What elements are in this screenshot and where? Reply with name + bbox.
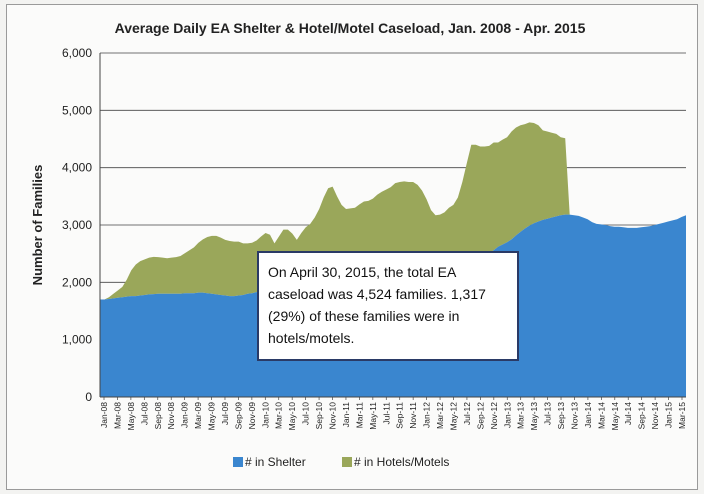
x-tick-label: Sep-14 bbox=[637, 402, 647, 430]
x-tick-label: May-10 bbox=[287, 402, 297, 431]
x-tick-label: May-14 bbox=[610, 402, 620, 431]
x-tick-label: Mar-10 bbox=[274, 402, 284, 429]
legend-swatch bbox=[342, 457, 352, 467]
x-tick-label: Sep-12 bbox=[475, 402, 485, 430]
x-tick-label: Mar-13 bbox=[516, 402, 526, 429]
y-tick-label: 5,000 bbox=[62, 103, 92, 117]
x-tick-label: May-09 bbox=[207, 402, 217, 431]
x-tick-label: Jan-12 bbox=[422, 402, 432, 428]
x-tick-label: Jan-08 bbox=[99, 402, 109, 428]
x-tick-label: Sep-08 bbox=[153, 402, 163, 430]
annotation-border bbox=[257, 251, 519, 361]
x-tick-label: Mar-11 bbox=[354, 402, 364, 429]
x-tick-label: Sep-13 bbox=[556, 402, 566, 430]
chart-title: Average Daily EA Shelter & Hotel/Motel C… bbox=[115, 20, 586, 36]
x-tick-label: May-12 bbox=[448, 402, 458, 431]
legend-label: # in Shelter bbox=[245, 455, 306, 469]
x-tick-label: Jan-13 bbox=[502, 402, 512, 428]
y-tick-label: 3,000 bbox=[62, 218, 92, 232]
y-tick-labels: 0 1,000 2,000 3,000 4,000 5,000 6,000 bbox=[62, 46, 92, 404]
axes bbox=[99, 53, 686, 398]
x-tick-label: May-08 bbox=[126, 402, 136, 431]
x-tick-label: May-13 bbox=[529, 402, 539, 431]
x-tick-label: Jul-12 bbox=[462, 402, 472, 425]
y-tick-label: 4,000 bbox=[62, 161, 92, 175]
x-tick-label: Nov-11 bbox=[408, 402, 418, 429]
x-tick-label: Sep-10 bbox=[314, 402, 324, 430]
x-tick-label: Jan-09 bbox=[180, 402, 190, 428]
annotation-line: On April 30, 2015, the total EA bbox=[268, 264, 457, 280]
annotation-line: caseload was 4,524 families. 1,317 bbox=[268, 286, 486, 302]
x-tick-label: Nov-08 bbox=[166, 402, 176, 430]
x-tick-label: Mar-09 bbox=[193, 402, 203, 429]
y-tick-label: 0 bbox=[85, 390, 92, 404]
x-tick-label: Nov-10 bbox=[328, 402, 338, 430]
x-tick-label: Mar-08 bbox=[112, 402, 122, 429]
x-tick-label: Mar-15 bbox=[677, 402, 687, 429]
annotation-line: (29%) of these families were in bbox=[268, 308, 459, 324]
y-tick-label: 2,000 bbox=[62, 275, 92, 289]
x-tick-label: Jan-14 bbox=[583, 402, 593, 428]
legend: # in Shelter # in Hotels/Motels bbox=[233, 455, 449, 469]
x-tick-labels: Jan-08 Mar-08 May-08 Jul-08 Sep-08 Nov-08 Jan-… bbox=[99, 397, 687, 430]
x-tick-label: Jul-10 bbox=[301, 402, 311, 425]
x-tick-label: Nov-13 bbox=[569, 402, 579, 430]
legend-label: # in Hotels/Motels bbox=[354, 455, 449, 469]
x-tick-label: Sep-11 bbox=[395, 402, 405, 429]
x-tick-label: Jul-14 bbox=[623, 402, 633, 425]
x-tick-label: Sep-09 bbox=[233, 402, 243, 430]
annotation-line: hotels/motels. bbox=[268, 330, 354, 346]
x-tick-label: Jul-09 bbox=[220, 402, 230, 425]
x-tick-label: Jul-13 bbox=[543, 402, 553, 425]
y-tick-label: 1,000 bbox=[62, 333, 92, 347]
x-tick-label: Mar-14 bbox=[596, 402, 606, 429]
hotels-motels-area bbox=[100, 122, 686, 300]
x-tick-label: Nov-09 bbox=[247, 402, 257, 430]
x-tick-label: May-11 bbox=[368, 402, 378, 430]
y-tick-label: 6,000 bbox=[62, 46, 92, 60]
x-tick-label: Jul-08 bbox=[139, 402, 149, 425]
x-tick-label: Jan-10 bbox=[260, 402, 270, 428]
x-tick-label: Nov-14 bbox=[650, 402, 660, 430]
x-tick-label: Jan-15 bbox=[664, 402, 674, 428]
x-tick-label: Nov-12 bbox=[489, 402, 499, 430]
x-tick-label: Mar-12 bbox=[435, 402, 445, 429]
annotation-box: On April 30, 2015, the total EA caseload … bbox=[257, 251, 519, 361]
x-tick-label: Jan-11 bbox=[341, 402, 351, 428]
legend-swatch bbox=[233, 457, 243, 467]
y-axis-label: Number of Families bbox=[30, 165, 45, 286]
x-tick-label: Jul-11 bbox=[381, 402, 391, 425]
